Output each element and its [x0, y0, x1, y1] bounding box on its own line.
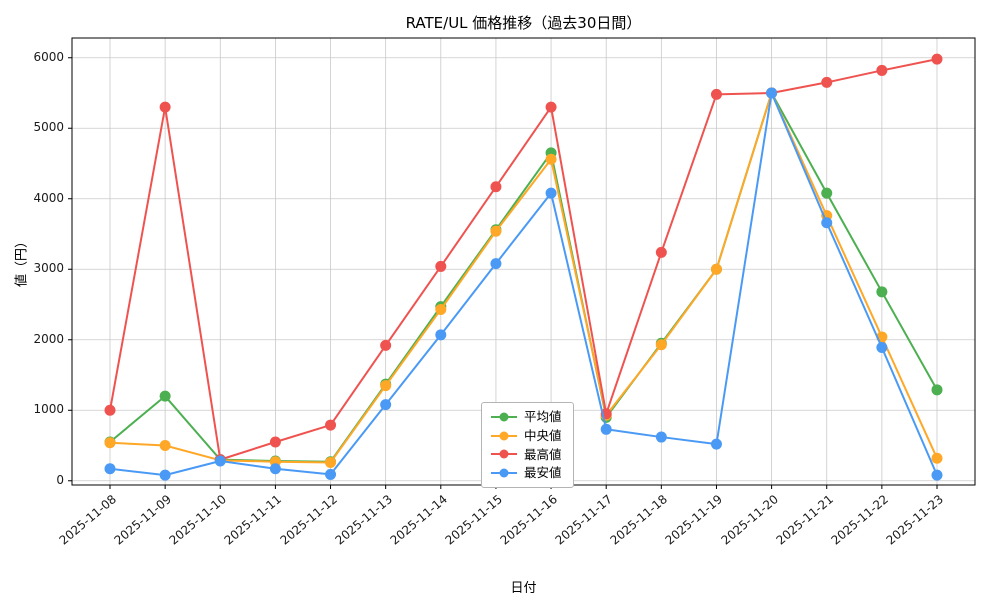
data-point-series-1 — [545, 153, 557, 165]
data-point-series-2 — [325, 419, 337, 431]
series-line-3 — [109, 91, 938, 477]
data-point-series-1 — [490, 225, 502, 237]
data-point-series-3 — [876, 342, 888, 354]
y-tick-label: 0 — [56, 472, 64, 487]
x-axis-label: 日付 — [510, 581, 537, 596]
data-point-series-0 — [876, 286, 888, 298]
data-point-series-0 — [821, 187, 833, 199]
data-point-series-3 — [325, 468, 337, 480]
data-point-series-3 — [655, 431, 667, 443]
data-point-series-2 — [159, 101, 171, 113]
data-point-series-2 — [490, 181, 502, 193]
series-line-2 — [109, 58, 938, 461]
data-point-series-1 — [325, 456, 337, 468]
legend-item-label: 中央値 — [524, 427, 562, 443]
data-point-series-0 — [159, 390, 171, 402]
y-tick-label: 3000 — [33, 261, 64, 276]
data-point-series-3 — [710, 438, 722, 450]
legend-line-marker-icon — [491, 431, 517, 441]
data-point-series-2 — [380, 339, 392, 351]
data-point-series-2 — [104, 404, 116, 416]
data-point-series-3 — [159, 469, 171, 481]
data-point-series-1 — [104, 437, 116, 449]
data-point-series-2 — [545, 101, 557, 113]
legend-dot-icon — [499, 449, 509, 459]
data-point-series-1 — [931, 452, 943, 464]
y-tick-label: 2000 — [33, 331, 64, 346]
legend-item-min: 最安値 — [491, 466, 562, 480]
data-point-series-2 — [710, 88, 722, 100]
data-point-series-2 — [435, 260, 447, 272]
legend-item-average: 平均値 — [491, 410, 562, 424]
y-tick-label: 6000 — [33, 49, 64, 64]
data-point-series-2 — [821, 76, 833, 88]
series-line-1 — [109, 91, 938, 464]
y-tick-label: 1000 — [33, 402, 64, 417]
data-point-series-1 — [159, 440, 171, 452]
data-point-series-3 — [766, 87, 778, 99]
legend-item-label: 平均値 — [524, 409, 562, 424]
legend-line-marker-icon — [491, 468, 517, 478]
legend: 平均値 中央値 最高値 最安値 — [481, 402, 574, 488]
y-tick-label: 4000 — [33, 190, 64, 205]
legend-line-marker-icon — [491, 449, 517, 459]
data-point-series-3 — [269, 463, 281, 475]
data-point-series-2 — [655, 246, 667, 258]
legend-line-marker-icon — [491, 412, 517, 422]
data-point-series-1 — [655, 339, 667, 351]
legend-dot-icon — [499, 431, 509, 441]
data-point-series-0 — [931, 384, 943, 396]
y-tick-label: 5000 — [33, 120, 64, 135]
data-point-series-3 — [545, 187, 557, 199]
data-point-series-2 — [876, 64, 888, 76]
data-point-series-2 — [269, 436, 281, 448]
data-point-series-1 — [380, 380, 392, 392]
legend-dot-icon — [499, 468, 509, 478]
legend-dot-icon — [499, 412, 509, 422]
data-point-series-3 — [380, 399, 392, 411]
legend-item-label: 最安値 — [524, 465, 562, 481]
data-point-series-3 — [490, 258, 502, 270]
legend-item-median: 中央値 — [491, 427, 562, 443]
data-point-series-1 — [710, 263, 722, 275]
data-point-series-1 — [435, 303, 447, 315]
legend-item-label: 最高値 — [524, 446, 562, 462]
data-point-series-3 — [214, 455, 226, 467]
data-point-series-3 — [435, 329, 447, 341]
data-point-series-3 — [821, 217, 833, 229]
legend-item-max: 最高値 — [491, 446, 562, 462]
chart-title: RATE/UL 価格推移（過去30日間） — [405, 14, 642, 32]
data-point-series-2 — [931, 53, 943, 65]
data-point-series-3 — [600, 423, 612, 435]
data-point-series-3 — [104, 463, 116, 475]
data-point-series-3 — [931, 469, 943, 481]
